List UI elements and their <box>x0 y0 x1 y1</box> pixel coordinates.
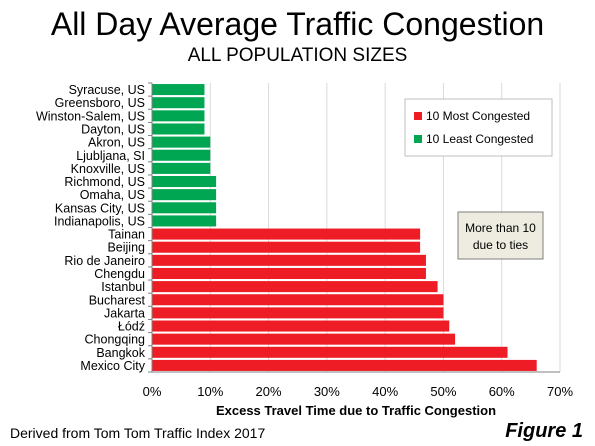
category-label: Akron, US <box>88 136 145 150</box>
bars <box>152 84 537 371</box>
category-label: Indianapolis, US <box>54 214 145 228</box>
x-tick-label: 20% <box>256 384 282 399</box>
chart-subtitle: ALL POPULATION SIZES <box>187 45 408 66</box>
category-label: Rio de Janeiro <box>64 254 145 268</box>
category-label: Kansas City, US <box>55 201 145 215</box>
bar <box>152 346 508 358</box>
x-axis-label: Excess Travel Time due to Traffic Conges… <box>215 403 497 418</box>
category-label: Greensboro, US <box>55 96 145 110</box>
category-label: Beijing <box>107 241 145 255</box>
legend-swatch-least-congested <box>414 135 422 143</box>
x-tick-labels: 0% 10% 20% 30% 40% 50% 60% 70% <box>143 384 574 399</box>
bar <box>152 215 217 227</box>
legend-label-most-congested: 10 Most Congested <box>426 109 530 123</box>
bar <box>152 149 211 161</box>
category-label: Knoxville, US <box>71 162 145 176</box>
category-label: Łódź <box>118 320 145 334</box>
bar <box>152 189 217 201</box>
bar <box>152 84 205 96</box>
category-label: Tainan <box>108 228 145 242</box>
bar <box>152 110 205 122</box>
category-label: Ljubljana, SI <box>76 149 145 163</box>
bar <box>152 97 205 109</box>
category-label: Bucharest <box>89 293 146 307</box>
category-label: Istanbul <box>101 280 145 294</box>
x-tick-label: 30% <box>314 384 340 399</box>
bar <box>152 136 211 148</box>
ties-note-box <box>457 211 544 260</box>
category-label: Richmond, US <box>64 175 145 189</box>
ties-note: More than 10 due to ties <box>457 211 544 260</box>
figure-label: Figure 1 <box>505 420 583 442</box>
x-tick-label: 70% <box>547 384 573 399</box>
bar <box>152 320 450 332</box>
bar <box>152 281 438 293</box>
source-note: Derived from Tom Tom Traffic Index 2017 <box>10 425 266 441</box>
category-label: Dayton, US <box>81 122 145 136</box>
legend-box <box>404 98 553 157</box>
bar <box>152 254 426 266</box>
category-label: Chongqing <box>85 333 146 347</box>
ties-note-line-1: More than 10 <box>465 221 536 235</box>
axes <box>148 82 560 373</box>
bar <box>152 267 426 279</box>
category-label: Chengdu <box>94 267 145 281</box>
category-label: Syracuse, US <box>69 83 145 97</box>
bar <box>152 123 205 135</box>
category-label: Winston-Salem, US <box>36 109 145 123</box>
bar <box>152 333 456 345</box>
bar <box>152 162 211 174</box>
x-tick-label: 10% <box>197 384 223 399</box>
legend: 10 Most Congested 10 Least Congested <box>404 98 553 157</box>
ties-note-line-2: due to ties <box>473 238 528 252</box>
x-tick-label: 40% <box>372 384 398 399</box>
bar <box>152 202 217 214</box>
bar <box>152 241 421 253</box>
chart-title: All Day Average Traffic Congestion <box>50 6 545 42</box>
bar <box>152 307 444 319</box>
category-label: Bangkok <box>96 346 145 360</box>
x-tick-label: 0% <box>143 384 162 399</box>
category-label: Omaha, US <box>80 188 145 202</box>
legend-label-least-congested: 10 Least Congested <box>426 132 533 146</box>
bar <box>152 359 537 371</box>
category-label: Jakarta <box>104 306 145 320</box>
legend-swatch-most-congested <box>414 112 422 120</box>
category-label: Mexico City <box>80 359 145 373</box>
bar <box>152 176 217 188</box>
bar <box>152 294 444 306</box>
x-tick-label: 60% <box>489 384 515 399</box>
x-tick-label: 50% <box>430 384 456 399</box>
bar <box>152 228 421 240</box>
